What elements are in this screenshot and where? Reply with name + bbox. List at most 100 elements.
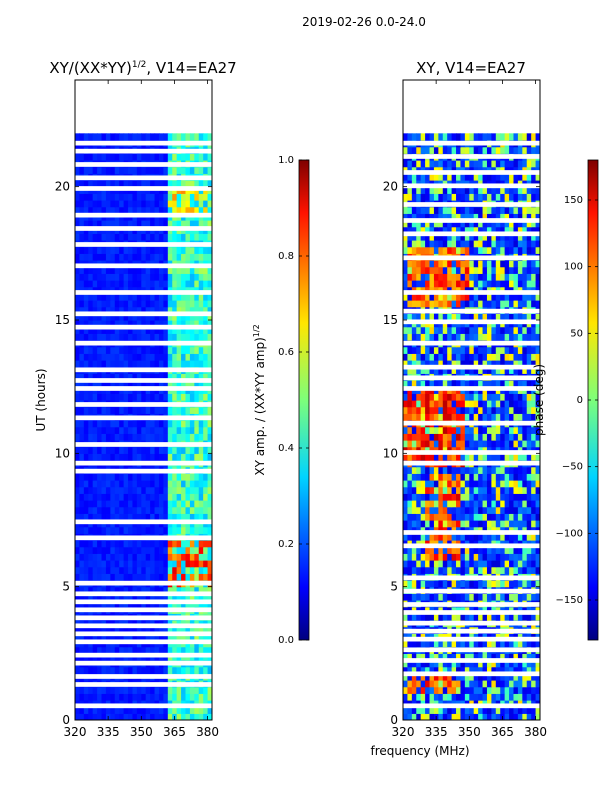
- blank-row: [75, 591, 212, 597]
- colorbar-tick-label: 1.0: [278, 155, 294, 166]
- blank-row: [75, 311, 212, 317]
- blank-row: [403, 588, 540, 594]
- figure-suptitle: 2019-02-26 0.0-24.0: [302, 15, 426, 29]
- blank-row: [75, 402, 212, 407]
- blank-row: [403, 202, 540, 207]
- panel-amplitude: XY/(XX*YY)1/2, V14=EA27 320 335 350 365 380 …: [34, 59, 237, 739]
- blank-row: [75, 607, 212, 613]
- colorbar-tick-label: 100: [564, 262, 583, 273]
- blank-row: [75, 415, 212, 421]
- blank-row: [403, 140, 540, 146]
- colorbar-tick-label: −50: [562, 462, 583, 473]
- blank-row: [403, 255, 540, 261]
- blank-row: [403, 231, 540, 237]
- x-tick-label: 335: [97, 725, 120, 739]
- colorbar-tick-label: 0.6: [278, 347, 294, 358]
- blank-row: [403, 636, 540, 642]
- x-tick-label: 320: [392, 725, 415, 739]
- colorbar-amplitude-label: XY amp. / (XX*YY amp)1/2: [252, 324, 267, 475]
- blank-row: [75, 652, 212, 658]
- blank-row: [75, 580, 212, 586]
- blank-row: [403, 308, 540, 314]
- colorbar-tick-label: 0.0: [278, 635, 294, 646]
- panel-amplitude-xaxis: 320 335 350 365 380: [64, 80, 219, 739]
- blank-row: [403, 460, 540, 466]
- blank-row: [75, 263, 212, 269]
- blank-row: [75, 324, 212, 330]
- colorbar-tick-label: −100: [556, 528, 583, 539]
- blank-row: [75, 442, 212, 447]
- blank-row: [75, 631, 212, 637]
- blank-row: [403, 575, 540, 581]
- blank-row: [403, 154, 540, 159]
- blank-row: [75, 535, 212, 541]
- blank-row: [403, 375, 540, 381]
- colorbar-amplitude-ticks: 0.0 0.2 0.4 0.6 0.8 1.0: [278, 155, 309, 646]
- phase-heatmap: [403, 133, 540, 720]
- y-tick-label: 15: [383, 313, 398, 327]
- blank-row: [75, 682, 212, 687]
- x-tick-label: 320: [64, 725, 87, 739]
- colorbar-tick-label: 50: [570, 328, 583, 339]
- blank-row: [403, 530, 540, 535]
- y-tick-label: 0: [390, 713, 398, 727]
- x-tick-label: 365: [163, 725, 186, 739]
- amplitude-heatmap: [75, 133, 212, 720]
- y-tick-label: 20: [55, 180, 70, 194]
- blank-row: [75, 703, 212, 709]
- blank-row: [403, 386, 540, 391]
- blank-row: [403, 170, 540, 175]
- blank-row: [403, 218, 540, 223]
- y-tick-label: 5: [62, 580, 70, 594]
- panel-phase-title: XY, V14=EA27: [416, 59, 526, 77]
- blank-row: [403, 602, 540, 607]
- figure-xlabel: frequency (MHz): [370, 744, 469, 758]
- blank-row: [403, 671, 540, 677]
- y-tick-label: 10: [383, 446, 398, 460]
- y-tick-label: 20: [383, 180, 398, 194]
- x-tick-label: 365: [491, 725, 514, 739]
- y-tick-label: 5: [390, 580, 398, 594]
- blank-row: [75, 460, 212, 466]
- x-tick-label: 335: [425, 725, 448, 739]
- blank-row: [75, 615, 212, 621]
- colorbar-phase-label: phase (deg): [532, 364, 546, 436]
- blank-row: [403, 628, 540, 634]
- y-tick-label: 0: [62, 713, 70, 727]
- blank-row: [75, 148, 212, 154]
- blank-row: [403, 319, 540, 325]
- blank-row: [403, 420, 540, 426]
- panel-amplitude-ylabel: UT (hours): [34, 368, 48, 431]
- colorbar-phase-ticks: 150 100 50 0 −50 −100 −150: [556, 195, 598, 606]
- colorbar-tick-label: 0.2: [278, 539, 294, 550]
- blank-row: [75, 378, 212, 383]
- blank-row: [75, 599, 212, 605]
- panel-phase-xaxis: 320 335 350 365 380: [392, 80, 547, 739]
- blank-row: [403, 610, 540, 615]
- panel-phase: XY, V14=EA27 320 335 350 365 380 0 5 10 15 20: [383, 59, 547, 739]
- colorbar-tick-label: 0.8: [278, 251, 294, 262]
- blank-row: [75, 674, 212, 679]
- colorbar-amplitude-gradient: [298, 159, 310, 641]
- panel-amplitude-frame: [74, 79, 213, 721]
- blank-row: [75, 175, 212, 181]
- blank-row: [75, 468, 212, 474]
- blank-row: [75, 290, 212, 295]
- x-tick-label: 350: [130, 725, 153, 739]
- panel-amplitude-yaxis: 0 5 10 15 20: [55, 180, 212, 727]
- colorbar-phase: 150 100 50 0 −50 −100 −150 phase (deg): [532, 159, 599, 641]
- blank-row: [403, 543, 540, 549]
- blank-row: [75, 660, 212, 666]
- colorbar-tick-label: 150: [564, 195, 583, 206]
- colorbar-tick-label: −150: [556, 595, 583, 606]
- blank-row: [75, 226, 212, 231]
- blank-row: [75, 519, 212, 525]
- panel-phase-frame: [402, 79, 541, 721]
- y-tick-label: 10: [55, 446, 70, 460]
- blank-row: [403, 450, 540, 455]
- blank-row: [403, 364, 540, 370]
- x-tick-label: 350: [458, 725, 481, 739]
- blank-row: [403, 658, 540, 663]
- blank-row: [403, 290, 540, 295]
